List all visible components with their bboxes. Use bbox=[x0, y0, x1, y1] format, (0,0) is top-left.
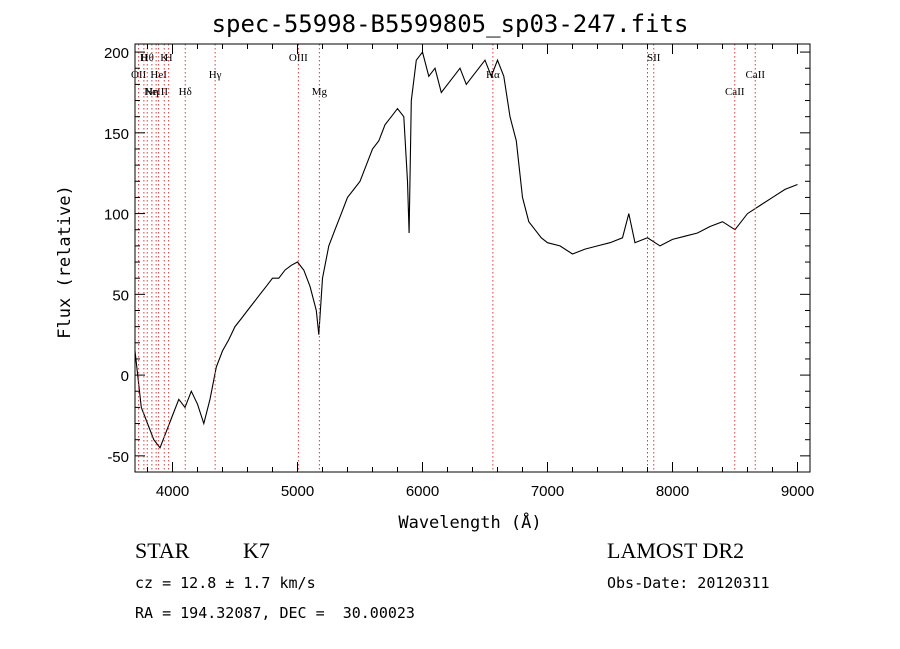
x-tick-label: 4000 bbox=[156, 483, 189, 500]
line-label: OII bbox=[131, 69, 147, 81]
y-tick-label: 200 bbox=[104, 45, 129, 62]
chart-title: spec-55998-B5599805_sp03-247.fits bbox=[211, 10, 689, 38]
observation-date: Obs-Date: 20120311 bbox=[607, 574, 770, 592]
line-label: NeIII bbox=[144, 86, 168, 98]
line-label: Hδ bbox=[179, 86, 192, 98]
x-axis-label: Wavelength (Å) bbox=[398, 511, 541, 533]
line-label: K bbox=[160, 52, 168, 64]
redshift-cz: cz = 12.8 ± 1.7 km/s bbox=[135, 574, 316, 592]
plot-area bbox=[134, 50, 798, 449]
y-tick-label: 0 bbox=[121, 368, 129, 385]
ra-dec: RA = 194.32087, DEC = 30.00023 bbox=[135, 604, 415, 622]
x-tick-label: 8000 bbox=[656, 483, 689, 500]
line-label: Hγ bbox=[209, 69, 222, 81]
line-label: H bbox=[140, 52, 148, 64]
object-subclass: K7 bbox=[243, 538, 270, 563]
line-label: OIII bbox=[289, 52, 308, 64]
line-label: H bbox=[165, 52, 173, 64]
y-tick-label: -50 bbox=[107, 449, 129, 466]
y-tick-label: 50 bbox=[112, 287, 129, 304]
y-axis-label: Flux (relative) bbox=[55, 185, 75, 339]
line-label: Hα bbox=[486, 69, 500, 81]
x-tick-label: 5000 bbox=[281, 483, 314, 500]
y-tick-label: 100 bbox=[104, 207, 129, 224]
line-label: CaII bbox=[725, 86, 745, 98]
y-tick-label: 150 bbox=[104, 126, 129, 143]
line-label: Mg bbox=[312, 86, 328, 98]
line-label: Hθ bbox=[141, 52, 154, 64]
line-markers: OIIHHθHηNeIIIHeIKHHδHγOIIIMgHαSIICaIICaI… bbox=[131, 44, 765, 472]
object-class: STAR bbox=[135, 538, 190, 563]
line-label: SII bbox=[647, 52, 661, 64]
spectrum-line bbox=[134, 50, 798, 449]
axes: 4000 5000 6000 7000 8000 9000 -50 0 50 100 150 200 bbox=[104, 43, 814, 500]
line-label: HeI bbox=[150, 69, 167, 81]
x-tick-label: 7000 bbox=[531, 483, 564, 500]
survey-name: LAMOST DR2 bbox=[607, 538, 745, 563]
x-tick-label: 6000 bbox=[406, 483, 439, 500]
x-tick-label: 9000 bbox=[781, 483, 814, 500]
plot-frame bbox=[134, 43, 811, 473]
line-label: CaII bbox=[745, 69, 765, 81]
line-label: Hη bbox=[145, 86, 159, 98]
